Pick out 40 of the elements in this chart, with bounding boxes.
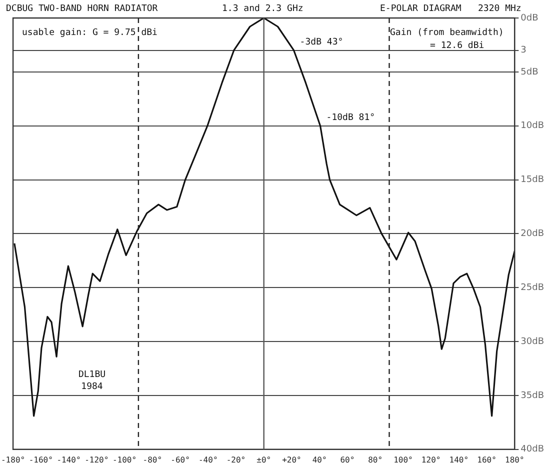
- y-tick-label: 40dB: [520, 444, 544, 455]
- x-tick-label: -160°: [28, 455, 53, 464]
- x-tick-label: 140°: [449, 455, 469, 464]
- text: 1.3 and 2.3 GHz: [222, 4, 304, 14]
- y-tick-label: 35dB: [520, 390, 544, 401]
- x-tick-label: -40°: [198, 455, 218, 464]
- y-tick-label: 15dB: [520, 175, 544, 186]
- x-tick-label: -100°: [112, 455, 137, 464]
- annotation: Gain (from beamwidth): [390, 28, 504, 38]
- annotation: -3dB 43°: [300, 38, 344, 48]
- x-tick-label: -20°: [226, 455, 246, 464]
- y-tick-label: 20dB: [520, 229, 544, 240]
- x-tick-label: -60°: [170, 455, 190, 464]
- x-tick-label: -180°: [0, 455, 26, 464]
- annotation: = 12.6 dBi: [430, 41, 484, 51]
- y-tick-label: 30dB: [520, 336, 544, 347]
- y-tick-label: 5dB: [520, 67, 538, 78]
- x-tick-label: 60°: [340, 455, 355, 464]
- y-tick-label: 25dB: [520, 282, 544, 293]
- x-tick-label: 120°: [421, 455, 441, 464]
- annotation: DL1BU: [78, 370, 106, 380]
- annotation: -10dB 81°: [326, 113, 376, 124]
- y-tick-label: 0dB: [520, 13, 538, 24]
- x-tick-label: -120°: [84, 455, 109, 464]
- x-tick-label: 160°: [477, 455, 496, 464]
- x-tick-label: ±0°: [256, 455, 272, 464]
- y-tick-label: 10dB: [520, 121, 544, 132]
- x-tick-label: 180°: [505, 455, 524, 464]
- annotation: 1984: [81, 382, 103, 392]
- text: 2320 MHz: [478, 4, 522, 14]
- x-tick-label: 80°: [368, 455, 383, 464]
- x-tick-label: 100°: [394, 455, 413, 464]
- annotation: usable gain: G = 9.75 dBi: [22, 28, 158, 38]
- chart-title: DCBUG TWO-BAND HORN RADIATOR: [6, 4, 158, 14]
- y-tick-label: 3: [520, 46, 526, 56]
- x-tick-label: 40°: [312, 455, 327, 464]
- x-tick-label: -140°: [56, 455, 81, 464]
- text: E-POLAR DIAGRAM: [380, 4, 462, 14]
- x-tick-label: +20°: [282, 455, 302, 464]
- x-tick-label: -80°: [142, 455, 162, 464]
